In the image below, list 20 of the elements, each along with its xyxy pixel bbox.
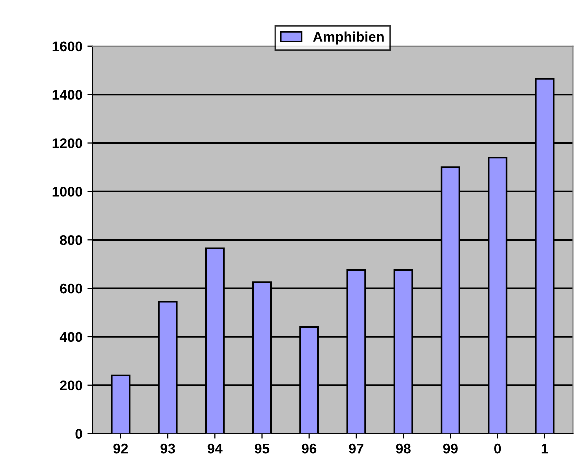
x-tick-label: 98 [396, 444, 411, 454]
y-tick-label: 0 [76, 429, 82, 440]
x-tick-label: 93 [160, 444, 176, 454]
y-tick-label: 800 [60, 235, 82, 246]
y-tick-label: 200 [60, 380, 82, 391]
x-tick-label: 99 [443, 444, 458, 454]
x-tick-label: 0 [494, 444, 502, 454]
x-tick-label: 1 [542, 444, 548, 454]
y-tick-label: 400 [60, 332, 82, 342]
y-tick-label: 1600 [52, 42, 82, 52]
x-tick-label: 94 [208, 444, 223, 454]
y-tick-label: 600 [60, 284, 82, 294]
y-tick-label: 1400 [52, 90, 82, 100]
x-tick-label: 95 [255, 444, 270, 454]
x-tick-label: 92 [114, 444, 128, 454]
y-tick-label: 1000 [52, 187, 82, 197]
x-tick-label: 96 [302, 444, 317, 454]
legend-label: Amphibien [313, 32, 384, 45]
x-tick-label: 97 [349, 444, 364, 454]
y-tick-label: 1200 [52, 138, 82, 148]
